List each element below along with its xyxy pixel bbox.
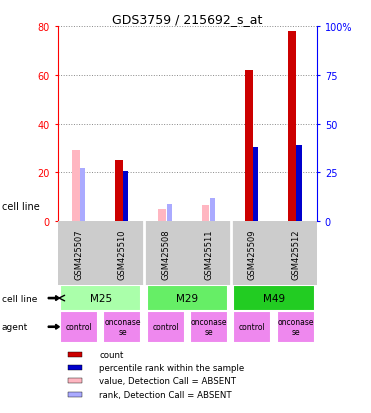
Text: control: control bbox=[152, 323, 179, 332]
Text: GSM425511: GSM425511 bbox=[204, 229, 213, 280]
Text: GSM425507: GSM425507 bbox=[75, 229, 83, 280]
Bar bbox=[72, 151, 80, 222]
Text: onconase
se: onconase se bbox=[277, 317, 314, 337]
Bar bbox=[60, 285, 141, 311]
Text: control: control bbox=[239, 323, 266, 332]
Text: M49: M49 bbox=[263, 293, 285, 303]
Bar bbox=[233, 285, 315, 311]
Text: cell line: cell line bbox=[2, 294, 37, 303]
Text: rank, Detection Call = ABSENT: rank, Detection Call = ABSENT bbox=[99, 390, 232, 399]
Bar bbox=[245, 71, 253, 222]
Bar bbox=[60, 311, 98, 343]
Bar bbox=[123, 172, 128, 222]
Bar bbox=[68, 352, 82, 357]
Bar bbox=[288, 32, 296, 222]
Bar bbox=[104, 311, 141, 343]
Title: GDS3759 / 215692_s_at: GDS3759 / 215692_s_at bbox=[112, 13, 263, 26]
Bar bbox=[190, 311, 228, 343]
Bar bbox=[202, 206, 210, 222]
Bar bbox=[68, 365, 82, 370]
Text: GSM425509: GSM425509 bbox=[248, 229, 257, 280]
Bar bbox=[115, 161, 123, 222]
Bar bbox=[80, 169, 85, 222]
Bar bbox=[253, 147, 258, 222]
Text: GSM425508: GSM425508 bbox=[161, 229, 170, 280]
Text: M29: M29 bbox=[176, 293, 198, 303]
Bar bbox=[158, 209, 166, 222]
Text: onconase
se: onconase se bbox=[191, 317, 227, 337]
Bar bbox=[147, 285, 228, 311]
Bar bbox=[233, 311, 271, 343]
Text: cell line: cell line bbox=[2, 202, 40, 211]
Bar bbox=[276, 311, 315, 343]
Text: control: control bbox=[66, 323, 92, 332]
Bar bbox=[68, 378, 82, 384]
Bar bbox=[68, 392, 82, 397]
Text: GSM425510: GSM425510 bbox=[118, 229, 127, 280]
Text: agent: agent bbox=[2, 323, 28, 332]
Bar bbox=[147, 311, 185, 343]
Text: onconase
se: onconase se bbox=[104, 317, 141, 337]
Text: percentile rank within the sample: percentile rank within the sample bbox=[99, 363, 244, 372]
Text: GSM425512: GSM425512 bbox=[291, 229, 300, 280]
Text: M25: M25 bbox=[90, 293, 112, 303]
Bar bbox=[167, 204, 172, 222]
Bar bbox=[210, 198, 215, 222]
Bar bbox=[296, 146, 302, 222]
Text: value, Detection Call = ABSENT: value, Detection Call = ABSENT bbox=[99, 377, 236, 385]
Text: count: count bbox=[99, 350, 124, 359]
